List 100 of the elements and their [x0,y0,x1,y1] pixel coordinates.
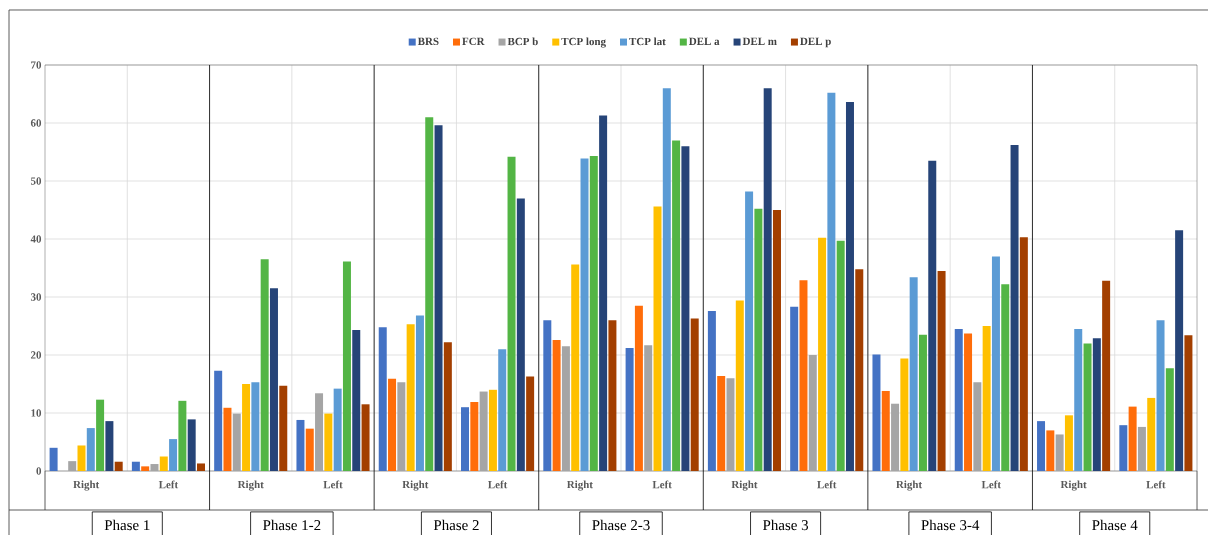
legend-label: BRS [417,37,439,46]
bar [1128,406,1137,471]
bar [434,125,443,471]
x-tick-label: Left [1146,480,1166,489]
bar [114,461,123,471]
bar [900,358,909,471]
bar [827,92,836,471]
bar [1092,338,1101,471]
bar [488,389,497,471]
bar [1055,434,1064,471]
bar [818,237,827,471]
bar [223,407,232,471]
bar [1064,415,1073,471]
bar [77,445,86,471]
bar [707,310,716,471]
x-tick-label: Left [652,480,672,489]
bar [561,346,570,471]
bar [470,401,479,471]
bar [726,378,735,471]
bar [178,400,187,471]
legend-label: DEL a [689,37,720,45]
bar [141,466,150,471]
y-tick-label: 60 [30,119,42,127]
bar [790,306,799,471]
bar [516,198,525,471]
bar [1175,230,1184,471]
bar [772,210,781,471]
x-tick-label: Left [488,480,508,489]
bar [855,269,864,471]
bar [305,428,314,471]
bar [1010,145,1019,471]
bar [86,428,95,471]
bar [131,461,140,471]
bar [1147,397,1156,471]
bar [1165,368,1174,471]
bar [242,384,251,471]
bar [1156,320,1165,471]
bar [836,240,845,471]
bar [251,382,260,471]
bar [644,345,653,471]
bar [479,391,488,471]
bar [388,378,397,471]
bar [763,88,772,471]
bar [260,259,269,471]
x-tick-label: Right [73,480,100,491]
legend-label: FCR [462,37,485,46]
bar [973,382,982,471]
bar [1184,335,1193,471]
bar [928,160,937,471]
text: Phase 4 [1092,519,1138,531]
bar [1074,328,1083,471]
bar [1137,426,1146,471]
bar [552,339,561,471]
y-tick-label: 40 [30,235,42,243]
bar [891,403,900,471]
x-tick-label: Right [237,480,264,491]
bar [232,413,241,471]
bar [425,117,434,471]
text: Phase 2 [433,519,479,531]
bar [214,370,223,471]
bar [653,206,662,471]
bar [461,407,470,471]
bar [717,375,726,471]
bar [608,320,617,471]
bar [105,421,114,471]
x-tick-label: Left [817,480,837,489]
text: Phase 2-3 [592,519,650,531]
bar [159,456,168,471]
x-tick-label: Right [566,480,593,491]
bar [662,88,671,471]
bar [378,327,387,471]
text: Phase 1 [104,519,150,531]
bar [909,277,918,471]
legend-label: TCP lat [629,37,666,46]
text: Phase 3 [762,519,809,531]
bar [571,264,580,471]
bar [49,447,58,471]
legend-label: DEL p [800,37,831,48]
bar [799,280,808,471]
bar [937,270,946,471]
y-tick-label: 30 [30,293,42,301]
bar [1001,284,1010,471]
legend-label: DEL m [742,37,777,45]
bar [324,413,333,471]
bar [589,156,598,471]
bar [526,376,535,471]
bar [361,404,370,471]
bar [735,300,744,471]
bar [279,385,288,471]
bar [543,320,552,471]
y-tick-label: 70 [31,61,42,69]
bar [269,288,278,471]
text: Phase 1-2 [263,519,321,531]
x-tick-label: Right [731,480,758,491]
bar [196,463,205,471]
y-tick-label: 50 [30,177,42,185]
bar [498,349,507,471]
text: Phase 3-4 [921,519,980,531]
bar [342,261,351,471]
x-tick-label: Left [323,480,343,489]
